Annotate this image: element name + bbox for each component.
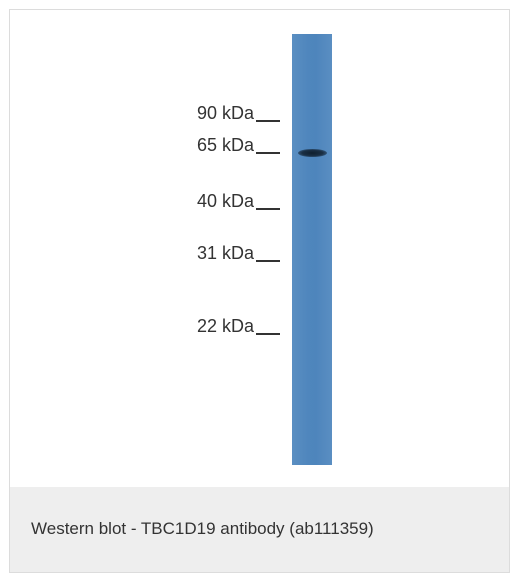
marker-label: 40 kDa xyxy=(196,191,254,211)
figure-caption: Western blot - TBC1D19 antibody (ab11135… xyxy=(31,519,374,538)
marker-90-kda: 90 kDa xyxy=(197,103,280,123)
figure-card: 90 kDa 65 kDa 40 kDa 31 kDa 22 kDa Weste… xyxy=(9,9,510,573)
marker-tick xyxy=(256,120,280,122)
marker-22-kda: 22 kDa xyxy=(197,316,280,336)
marker-tick xyxy=(256,333,280,335)
marker-label: 31 kDa xyxy=(196,243,254,263)
marker-label: 65 kDa xyxy=(196,135,254,155)
marker-tick xyxy=(256,208,280,210)
protein-band xyxy=(298,149,327,157)
marker-tick xyxy=(256,260,280,262)
marker-label: 90 kDa xyxy=(196,103,254,123)
marker-65-kda: 65 kDa xyxy=(197,135,280,155)
blot-lane xyxy=(292,34,332,465)
marker-31-kda: 31 kDa xyxy=(197,243,280,263)
western-blot-image: 90 kDa 65 kDa 40 kDa 31 kDa 22 kDa xyxy=(10,10,509,487)
marker-40-kda: 40 kDa xyxy=(197,191,280,211)
marker-label: 22 kDa xyxy=(196,316,254,336)
caption-bar: Western blot - TBC1D19 antibody (ab11135… xyxy=(10,487,509,572)
marker-tick xyxy=(256,152,280,154)
